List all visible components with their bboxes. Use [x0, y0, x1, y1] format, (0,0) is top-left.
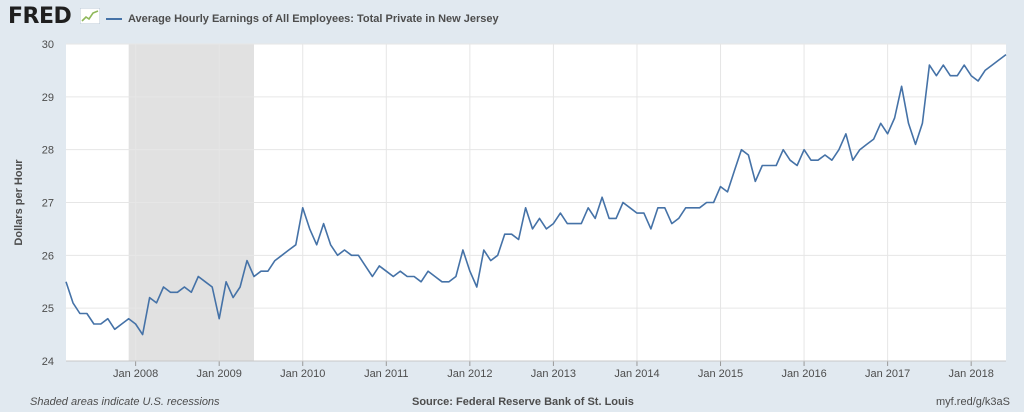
source-credit: Source: Federal Reserve Bank of St. Loui…	[412, 396, 634, 408]
x-tick-label: Jan 2014	[614, 368, 659, 380]
series-layer	[65, 53, 1007, 336]
line-chart: 24 25 26 27 28 29 30 Jan 2008 Jan 2009 Jan 2010 Ja…	[13, 39, 1007, 380]
legend-series-label: Average Hourly Earnings of All Employees…	[128, 13, 499, 25]
axis-layer: 24 25 26 27 28 29 30 Jan 2008 Jan 2009 Jan 2010 Ja…	[13, 39, 1006, 380]
chart-legend: Average Hourly Earnings of All Employees…	[106, 11, 499, 27]
chart-header: FRED Average Hourly Earnings of All Empl…	[0, 0, 1024, 36]
x-tick-label: Jan 2016	[781, 368, 826, 380]
series-line	[65, 53, 1007, 336]
legend-swatch	[106, 18, 122, 20]
x-tick-label: Jan 2018	[949, 368, 994, 380]
chart-footer: Shaded areas indicate U.S. recessions So…	[0, 393, 1024, 411]
y-tick-label: 28	[42, 145, 54, 157]
y-tick-label: 27	[42, 198, 54, 210]
x-tick-label: Jan 2013	[531, 368, 576, 380]
fred-chart-icon	[80, 8, 100, 24]
y-tick-label: 29	[42, 92, 54, 104]
y-tick-label: 26	[42, 250, 54, 262]
y-tick-label: 24	[42, 356, 54, 368]
x-tick-label: Jan 2015	[698, 368, 743, 380]
x-tick-label: Jan 2009	[197, 368, 242, 380]
x-tick-label: Jan 2010	[280, 368, 325, 380]
recession-note: Shaded areas indicate U.S. recessions	[30, 396, 220, 408]
x-tick-label: Jan 2017	[865, 368, 910, 380]
x-tick-label: Jan 2012	[447, 368, 492, 380]
y-axis-label: Dollars per Hour	[13, 159, 25, 246]
short-url-link[interactable]: myf.red/g/k3aS	[936, 396, 1010, 408]
x-tick-label: Jan 2008	[113, 368, 158, 380]
y-tick-label: 25	[42, 303, 54, 315]
y-tick-label: 30	[42, 39, 54, 51]
x-tick-label: Jan 2011	[364, 368, 408, 380]
fred-logo[interactable]: FRED	[8, 4, 72, 29]
